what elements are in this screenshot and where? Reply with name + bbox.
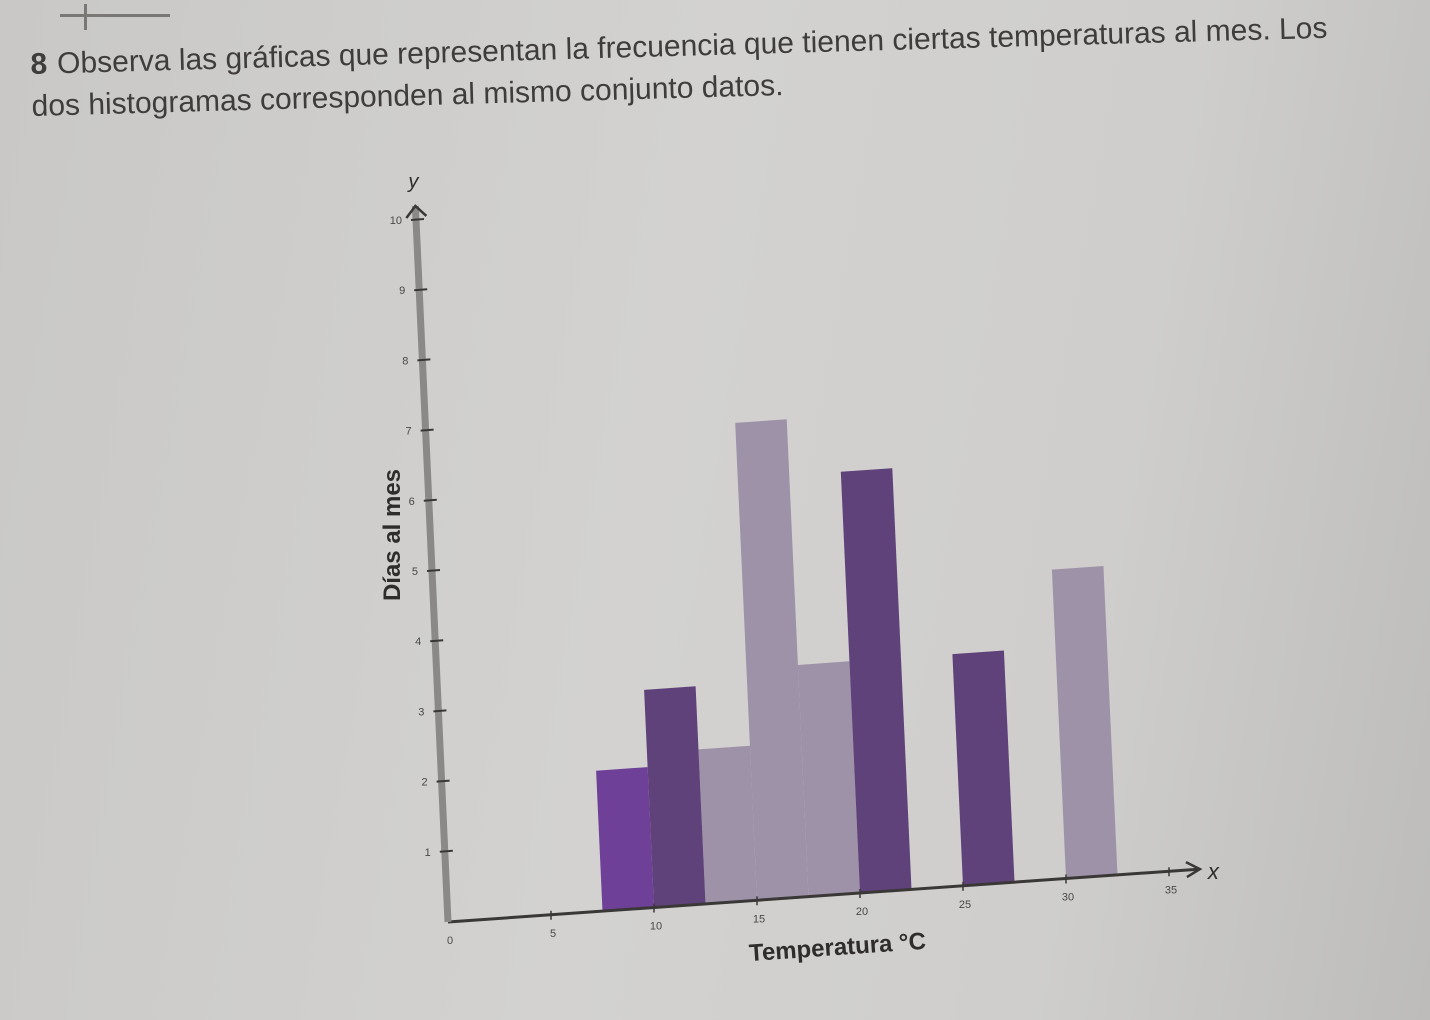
- y-tick-mark: [426, 569, 441, 572]
- y-axis-line: [411, 205, 452, 923]
- histogram-bar: [840, 468, 912, 893]
- y-tick-mark: [420, 428, 434, 432]
- y-axis-symbol: y: [406, 171, 419, 193]
- bars-layer: [596, 419, 1118, 912]
- y-tick-label: 1: [425, 847, 431, 859]
- y-tick-mark: [430, 639, 444, 643]
- y-tick-label: 6: [409, 496, 415, 508]
- y-tick-label: 2: [421, 777, 427, 789]
- histogram-bar: [596, 767, 654, 912]
- histogram-bar: [1051, 566, 1118, 879]
- y-axis-title: Días al mes: [379, 469, 406, 601]
- axes-layer: [405, 204, 1203, 924]
- y-tick-label: 8: [402, 355, 408, 367]
- y-tick-mark: [439, 849, 453, 853]
- x-tick-label: 25: [959, 899, 971, 911]
- histogram-bar: [644, 686, 706, 908]
- y-tick-mark: [417, 358, 431, 362]
- y-tick-mark: [410, 218, 425, 221]
- x-tick-label: 10: [650, 921, 662, 933]
- x-tick-label: 15: [753, 913, 765, 925]
- x-tick-label: 30: [1062, 892, 1074, 904]
- histogram-bar: [797, 661, 860, 897]
- x-tick-label: 20: [856, 906, 868, 918]
- y-tick-label: 4: [415, 636, 421, 648]
- page-corner-tick: [84, 4, 87, 30]
- x-axis-arrow-icon: [1185, 860, 1203, 879]
- page-corner-mark: [60, 0, 170, 17]
- y-tick-mark: [433, 709, 447, 713]
- histogram-bar: [735, 419, 809, 901]
- y-tick-mark: [414, 288, 428, 292]
- x-axis-line: [447, 867, 1201, 924]
- x-tick-label: 0: [447, 935, 453, 947]
- x-axis-symbol: x: [1207, 859, 1220, 884]
- histogram-bar: [698, 745, 757, 904]
- x-tick-label: 5: [550, 928, 556, 940]
- y-tick-label: 7: [405, 426, 411, 438]
- y-axis-arrow-icon: [405, 204, 428, 219]
- y-tick-mark: [436, 779, 450, 783]
- y-tick-label: 10: [390, 215, 402, 227]
- x-axis-title: Temperatura °C: [748, 928, 927, 967]
- histogram-bar: [952, 650, 1015, 886]
- y-tick-label: 5: [412, 566, 418, 578]
- x-tick-label: 35: [1165, 884, 1177, 896]
- y-tick-label: 9: [399, 285, 405, 297]
- y-tick-mark: [423, 498, 437, 502]
- y-tick-label: 3: [418, 706, 424, 718]
